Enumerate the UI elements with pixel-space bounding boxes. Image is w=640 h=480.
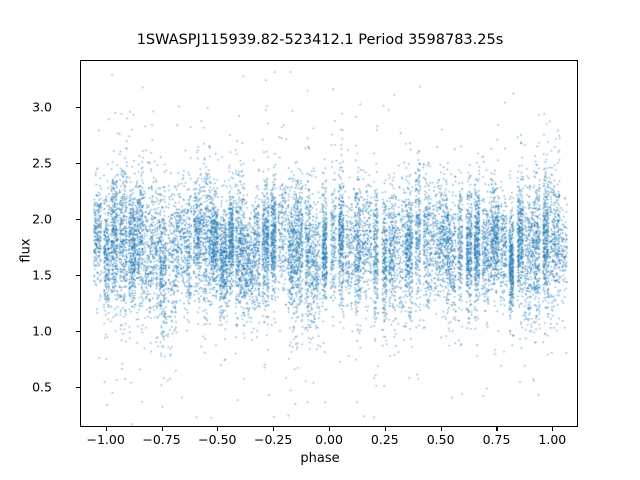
x-tick-label: 0.25 — [370, 432, 399, 447]
x-tick-mark — [440, 427, 442, 431]
y-tick-label: 2.5 — [32, 155, 52, 171]
y-tick-label: 1.5 — [32, 267, 52, 283]
x-axis-label: phase — [300, 451, 340, 466]
y-tick-mark — [76, 331, 80, 333]
y-tick-mark — [76, 275, 80, 277]
x-tick-label: −1.00 — [86, 432, 125, 447]
x-tick-label: 0.00 — [315, 432, 343, 447]
y-tick-label: 0.5 — [32, 379, 52, 395]
x-tick-label: −0.25 — [254, 432, 293, 447]
y-tick-label: 3.0 — [32, 99, 52, 115]
x-tick-label: −0.50 — [198, 432, 237, 447]
x-tick-label: 0.75 — [482, 432, 511, 447]
x-tick-mark — [384, 427, 386, 431]
y-tick-label: 1.0 — [32, 323, 52, 339]
x-tick-mark — [329, 427, 331, 431]
y-axis-label: flux — [18, 238, 34, 263]
x-tick-label: 1.00 — [538, 432, 567, 447]
y-tick-mark — [76, 163, 80, 165]
page-title: 1SWASPJ115939.82-523412.1 Period 3598783… — [136, 32, 504, 48]
y-tick-mark — [76, 219, 80, 221]
x-tick-mark — [273, 427, 275, 431]
plot-axes-frame — [80, 60, 578, 427]
y-tick-mark — [76, 387, 80, 389]
x-tick-label: 0.50 — [426, 432, 455, 447]
y-tick-mark — [76, 107, 80, 109]
scatter-plot-canvas — [81, 61, 577, 426]
x-tick-mark — [496, 427, 498, 431]
x-tick-mark — [105, 427, 107, 431]
y-tick-label: 2.0 — [32, 211, 52, 227]
x-tick-label: −0.75 — [142, 432, 181, 447]
x-tick-mark — [217, 427, 219, 431]
x-tick-mark — [552, 427, 554, 431]
x-tick-mark — [161, 427, 163, 431]
